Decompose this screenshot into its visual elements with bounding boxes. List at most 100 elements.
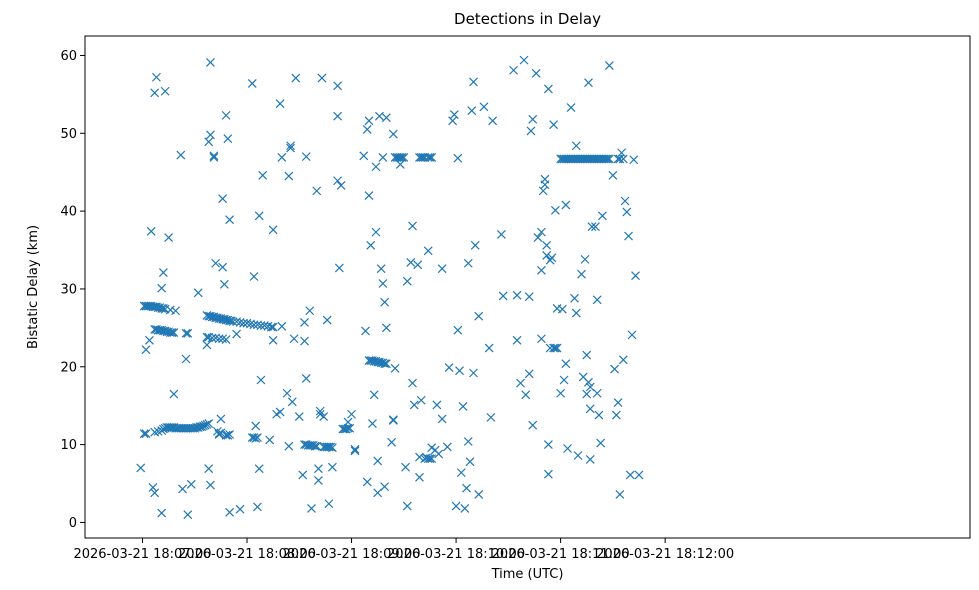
data-point [314,464,323,474]
data-point [460,504,470,513]
data-point [139,429,149,439]
data-point [463,258,473,268]
data-point [218,194,228,204]
data-point [232,329,241,339]
data-point [456,468,466,478]
data-point [148,482,158,492]
x-tick-label: 2026-03-21 18:08:00 [178,547,316,562]
data-point [157,283,167,293]
data-point [399,152,409,162]
data-point [193,423,203,432]
data-point [178,484,187,494]
data-point [202,310,212,320]
data-point [479,102,489,112]
data-point [618,154,628,164]
data-point [294,412,304,422]
data-point [141,345,151,355]
data-point [559,375,569,385]
data-point [225,430,235,439]
data-point [204,419,214,429]
data-point [155,303,165,313]
data-point [406,258,416,267]
data-point [611,410,621,420]
data-point [570,293,579,303]
data-point [390,363,400,373]
data-point [343,423,353,433]
data-point [319,412,329,422]
data-point [537,265,546,275]
data-point [542,240,552,250]
data-point [359,151,369,161]
data-point [577,269,586,279]
data-point [256,375,266,385]
data-point [368,356,377,365]
data-point [291,73,301,83]
data-point [451,501,461,511]
data-point [193,288,203,298]
data-point [467,106,477,116]
data-point [232,317,241,327]
data-point [202,419,212,429]
data-point [455,366,464,376]
data-point [253,320,262,330]
data-point [484,343,494,353]
axes-frame [84,35,971,539]
data-point [141,429,151,439]
data-point [604,154,614,164]
data-point [561,359,571,369]
data-point [371,162,381,172]
data-point [256,321,266,330]
data-point [545,343,555,353]
data-point [437,414,447,424]
data-point [289,334,299,344]
data-point [211,333,221,343]
data-point [307,504,316,513]
data-point [566,103,576,113]
data-point [343,417,353,427]
data-point [397,152,407,162]
data-point [620,196,630,206]
data-point [585,454,595,464]
data-point [146,226,156,236]
data-point [550,205,560,215]
data-point [423,152,433,162]
data-point [585,404,595,414]
data-point [448,116,458,126]
data-point [218,262,228,272]
data-point [242,318,252,328]
data-point [216,414,226,424]
data-point [153,426,163,436]
data-point [629,155,639,165]
data-point [449,110,459,120]
data-point [409,400,419,410]
y-tick-label: 0 [69,516,77,531]
data-point [206,311,215,321]
data-point [469,77,478,87]
data-point [444,363,454,372]
data-point [157,325,167,335]
data-point [315,406,325,416]
data-point [362,477,372,487]
data-point [300,317,309,327]
data-point [561,200,571,210]
data-point [277,152,287,162]
plot-area [84,35,971,539]
data-markers [136,55,644,520]
data-point [369,390,379,400]
data-point [152,72,161,82]
data-point [594,410,604,420]
data-point [164,233,174,243]
data-point [327,443,337,453]
data-point [228,317,238,327]
x-tick-label: 2026-03-21 18:07:00 [73,547,211,562]
data-point [206,480,215,490]
data-point [235,317,245,327]
data-point [150,488,160,498]
data-point [427,152,437,162]
data-point [336,181,346,190]
data-point [251,421,261,431]
data-point [253,502,262,512]
data-point [136,463,146,473]
